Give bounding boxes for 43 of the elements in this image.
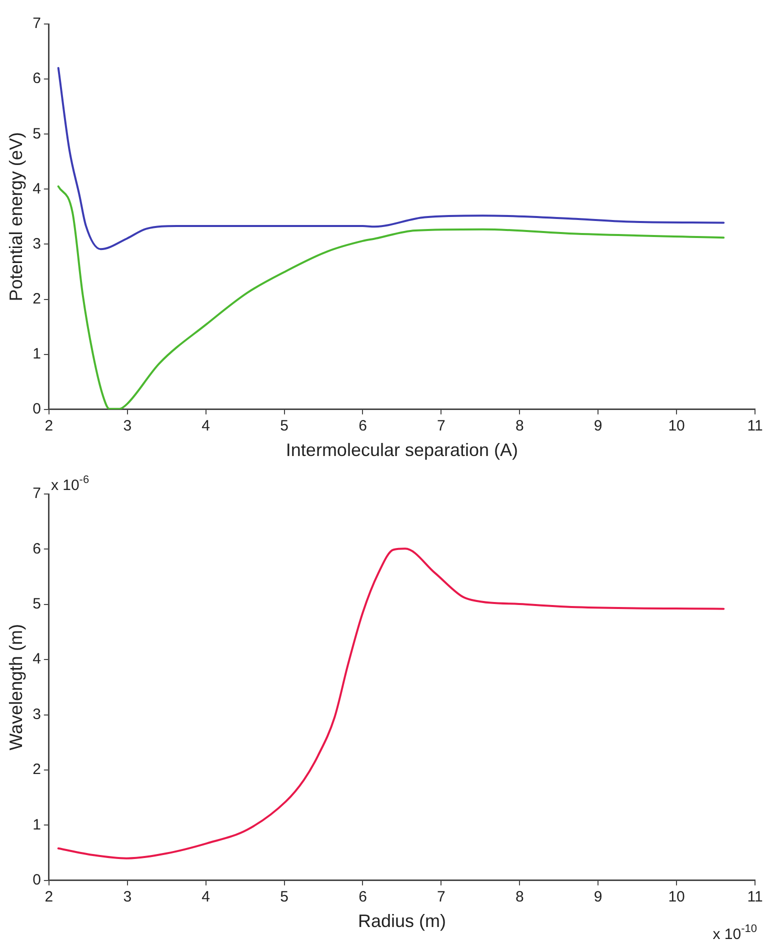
y-tick-label: 2 xyxy=(32,761,41,778)
x-axis-title: Intermolecular separation (A) xyxy=(286,440,518,460)
x-tick-label: 6 xyxy=(358,418,367,435)
x-tick-label: 5 xyxy=(280,888,288,906)
x-tick-label: 3 xyxy=(123,888,132,906)
x-tick-label: 10 xyxy=(668,418,685,435)
x-tick-label: 2 xyxy=(44,888,54,906)
x-tick-label: 5 xyxy=(280,418,288,435)
y-tick-label: 7 xyxy=(32,15,41,32)
y-tick-label: 5 xyxy=(32,596,41,613)
y-tick-label: 2 xyxy=(32,290,41,308)
x-axis-title: Radius (m) xyxy=(358,911,446,932)
y-axis-title: Potential energy (eV) xyxy=(6,132,26,302)
y-tick-label: 0 xyxy=(32,400,41,418)
y-tick-label: 0 xyxy=(32,872,41,889)
x-tick-label: 8 xyxy=(515,418,524,435)
x-tick-label: 7 xyxy=(437,888,446,906)
x-tick-label: 2 xyxy=(44,418,54,435)
x-tick-label: 4 xyxy=(202,888,210,906)
y-tick-label: 7 xyxy=(32,485,41,502)
x-tick-label: 3 xyxy=(123,418,132,435)
line-series xyxy=(57,548,725,860)
y-tick-label: 6 xyxy=(32,70,41,88)
x-tick-label: 4 xyxy=(202,418,210,435)
y-tick-label: 6 xyxy=(32,540,41,558)
x-tick-label: 9 xyxy=(594,418,602,435)
y-tick-label: 4 xyxy=(32,180,41,198)
x-tick-label: 10 xyxy=(668,888,685,906)
line-series xyxy=(57,67,725,250)
y-tick-label: 3 xyxy=(32,706,41,723)
y-tick-label: 1 xyxy=(32,816,41,834)
line-series xyxy=(57,185,725,410)
x-tick-label: 9 xyxy=(594,888,602,906)
x-tick-label: 11 xyxy=(747,888,763,906)
x-tick-label: 7 xyxy=(437,418,446,435)
x-tick-label: 6 xyxy=(358,888,367,906)
x-tick-label: 8 xyxy=(515,888,524,906)
y-tick-label: 4 xyxy=(32,650,41,668)
y-tick-label: 5 xyxy=(32,125,41,142)
y-tick-label: 1 xyxy=(32,345,41,362)
x-tick-label: 11 xyxy=(747,418,763,435)
y-axis-title: Wavelength (m) xyxy=(6,624,26,750)
y-tick-label: 3 xyxy=(32,235,41,252)
